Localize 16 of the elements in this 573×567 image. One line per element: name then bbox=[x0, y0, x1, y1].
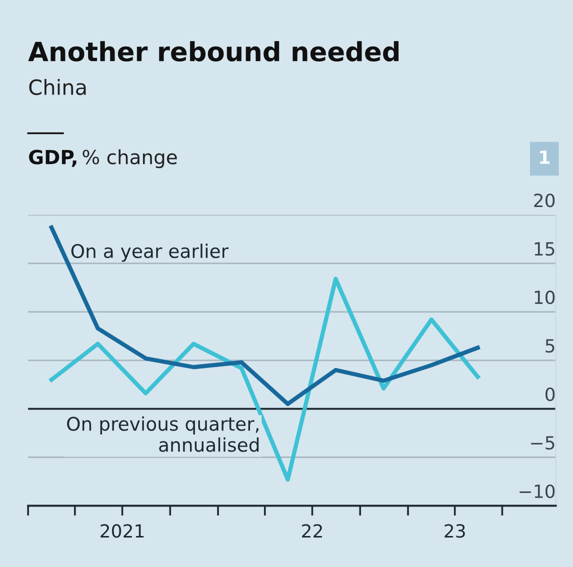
y-tick-label: 15 bbox=[534, 242, 554, 256]
y-tick-label: 10 bbox=[534, 290, 555, 304]
chart-title: Another rebound needed bbox=[28, 41, 399, 62]
text: 1 bbox=[540, 150, 550, 164]
y-tick-label: 20 bbox=[534, 194, 555, 208]
y-tick-label: −10 bbox=[520, 484, 555, 498]
series-label: On a year earlier bbox=[71, 244, 229, 262]
series-label: On previous quarter, annualised bbox=[67, 416, 259, 452]
y-tick-label: −5 bbox=[531, 436, 554, 450]
y-tick-label: 5 bbox=[546, 339, 554, 353]
x-tick-label: 2021 bbox=[100, 524, 144, 538]
x-tick-label: 23 bbox=[444, 524, 465, 538]
chart-subtitle: China bbox=[29, 78, 86, 96]
y-axis-title: GDP, % change bbox=[29, 149, 177, 168]
y-tick-label: 0 bbox=[546, 387, 555, 402]
x-tick-label: 22 bbox=[302, 524, 322, 538]
